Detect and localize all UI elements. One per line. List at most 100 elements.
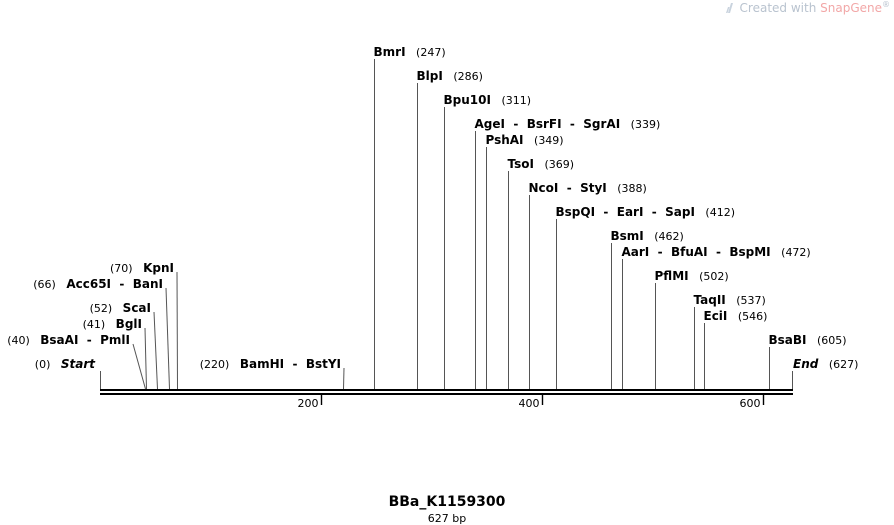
site-separator: - [643, 205, 665, 219]
site-connector [144, 327, 147, 390]
site-separator: - [111, 277, 133, 291]
site-pflmi: PflMI (502) [655, 269, 729, 389]
marker-name: Start [61, 357, 96, 371]
site-bamhi-bstyi: (220) BamHI - BstYI [200, 357, 345, 390]
site-scai: (52) ScaI [90, 301, 158, 390]
site-bgli: (41) BglI [83, 317, 147, 390]
enzyme-name: KpnI [143, 261, 174, 275]
site-acc65i-bani: (66) Acc65I - BanI [33, 277, 170, 390]
enzyme-name: AgeI [475, 117, 505, 131]
site-connector [176, 271, 178, 390]
site-ncoi-styi: NcoI - StyI (388) [529, 181, 647, 389]
enzyme-name: TaqII [694, 293, 726, 307]
site-position: (247) [406, 46, 446, 59]
enzyme-name: TsoI [508, 157, 534, 171]
enzyme-name: PmlI [100, 333, 130, 347]
enzyme-name: ScaI [123, 301, 151, 315]
site-separator: - [505, 117, 527, 131]
site-label: TaqII (537) [694, 293, 766, 307]
site-connector [165, 287, 170, 390]
site-separator: - [78, 333, 100, 347]
enzyme-name: SgrAI [583, 117, 620, 131]
site-label: (41) BglI [83, 317, 142, 331]
site-blpi: BlpI (286) [417, 69, 483, 389]
site-kpni: (70) KpnI [110, 261, 178, 390]
enzyme-name: BamHI [240, 357, 284, 371]
site-position: (41) [83, 318, 116, 331]
sequence-ends: (0) Start End (627) [35, 357, 858, 389]
ruler-tick-label-400: 400 [519, 397, 540, 410]
watermark-mark: ® [882, 0, 890, 9]
construct-title: BBa_K1159300 [388, 494, 506, 510]
site-connector [132, 343, 146, 390]
enzyme-name: NcoI [529, 181, 559, 195]
site-label: TsoI (369) [508, 157, 575, 171]
site-taqii: TaqII (537) [694, 293, 766, 389]
site-pshai: PshAI (349) [486, 133, 564, 389]
site-separator: - [284, 357, 306, 371]
site-bsaai-pmli: (40) BsaAI - PmlI [7, 333, 146, 390]
site-label: AgeI - BsrFI - SgrAI (339) [475, 117, 661, 131]
marker-name: End [793, 357, 819, 371]
site-label: BsaBI (605) [769, 333, 847, 347]
site-position: (220) [200, 358, 240, 371]
site-position: (70) [110, 262, 143, 275]
marker-end: End (627) [792, 357, 858, 389]
ruler-tick-label-600: 600 [740, 397, 761, 410]
enzyme-name: SapI [665, 205, 695, 219]
site-label: NcoI - StyI (388) [529, 181, 647, 195]
site-position: (605) [807, 334, 847, 347]
site-separator: - [558, 181, 580, 195]
ruler-ticks: 200 400 600 [298, 394, 765, 410]
enzyme-name: BsaAI [40, 333, 78, 347]
site-tsoi: TsoI (369) [508, 157, 575, 389]
marker-position: (0) [35, 358, 61, 371]
site-position: (502) [689, 270, 729, 283]
site-position: (462) [644, 230, 684, 243]
site-position: (52) [90, 302, 123, 315]
site-label: (40) BsaAI - PmlI [7, 333, 130, 347]
site-position: (388) [607, 182, 647, 195]
enzyme-name: BsrFI [527, 117, 562, 131]
marker-start: (0) Start [35, 357, 101, 389]
site-label: Bpu10I (311) [444, 93, 532, 107]
site-bpu10i: Bpu10I (311) [444, 93, 532, 389]
site-position: (40) [7, 334, 40, 347]
site-position: (472) [771, 246, 811, 259]
site-position: (412) [695, 206, 735, 219]
site-agei-bsrfi-sgrai: AgeI - BsrFI - SgrAI (339) [475, 117, 661, 389]
enzyme-name: Acc65I [66, 277, 111, 291]
site-label: BsmI (462) [611, 229, 684, 243]
site-label: PflMI (502) [655, 269, 729, 283]
enzyme-name: BanI [133, 277, 163, 291]
site-label: (52) ScaI [90, 301, 151, 315]
site-separator: - [708, 245, 730, 259]
site-separator: - [649, 245, 671, 259]
enzyme-name: BspMI [729, 245, 770, 259]
site-label: (70) KpnI [110, 261, 174, 275]
marker-position: (627) [818, 358, 858, 371]
site-label: AarI - BfuAI - BspMI (472) [622, 245, 811, 259]
enzyme-name: PflMI [655, 269, 689, 283]
enzyme-name: StyI [580, 181, 607, 195]
construct-length: 627 bp [427, 512, 467, 525]
site-label: BlpI (286) [417, 69, 483, 83]
site-position: (339) [620, 118, 660, 131]
site-bsabi: BsaBI (605) [769, 333, 847, 389]
site-connector [153, 311, 158, 390]
enzyme-name: PshAI [486, 133, 524, 147]
enzyme-name: BglI [116, 317, 142, 331]
ruler-tick-label-200: 200 [298, 397, 319, 410]
snapgene-logo-icon [725, 3, 733, 13]
site-label: EciI (546) [704, 309, 768, 323]
sequence-backbone [100, 389, 793, 395]
site-position: (349) [524, 134, 564, 147]
enzyme-name: BsmI [611, 229, 644, 243]
enzyme-name: EciI [704, 309, 728, 323]
snapgene-watermark: Created with SnapGene® [725, 0, 890, 15]
enzyme-name: BfuAI [671, 245, 708, 259]
enzyme-name: BmrI [374, 45, 406, 59]
site-label: (66) Acc65I - BanI [33, 277, 163, 291]
enzyme-name: Bpu10I [444, 93, 491, 107]
site-label: BspQI - EarI - SapI (412) [556, 205, 736, 219]
